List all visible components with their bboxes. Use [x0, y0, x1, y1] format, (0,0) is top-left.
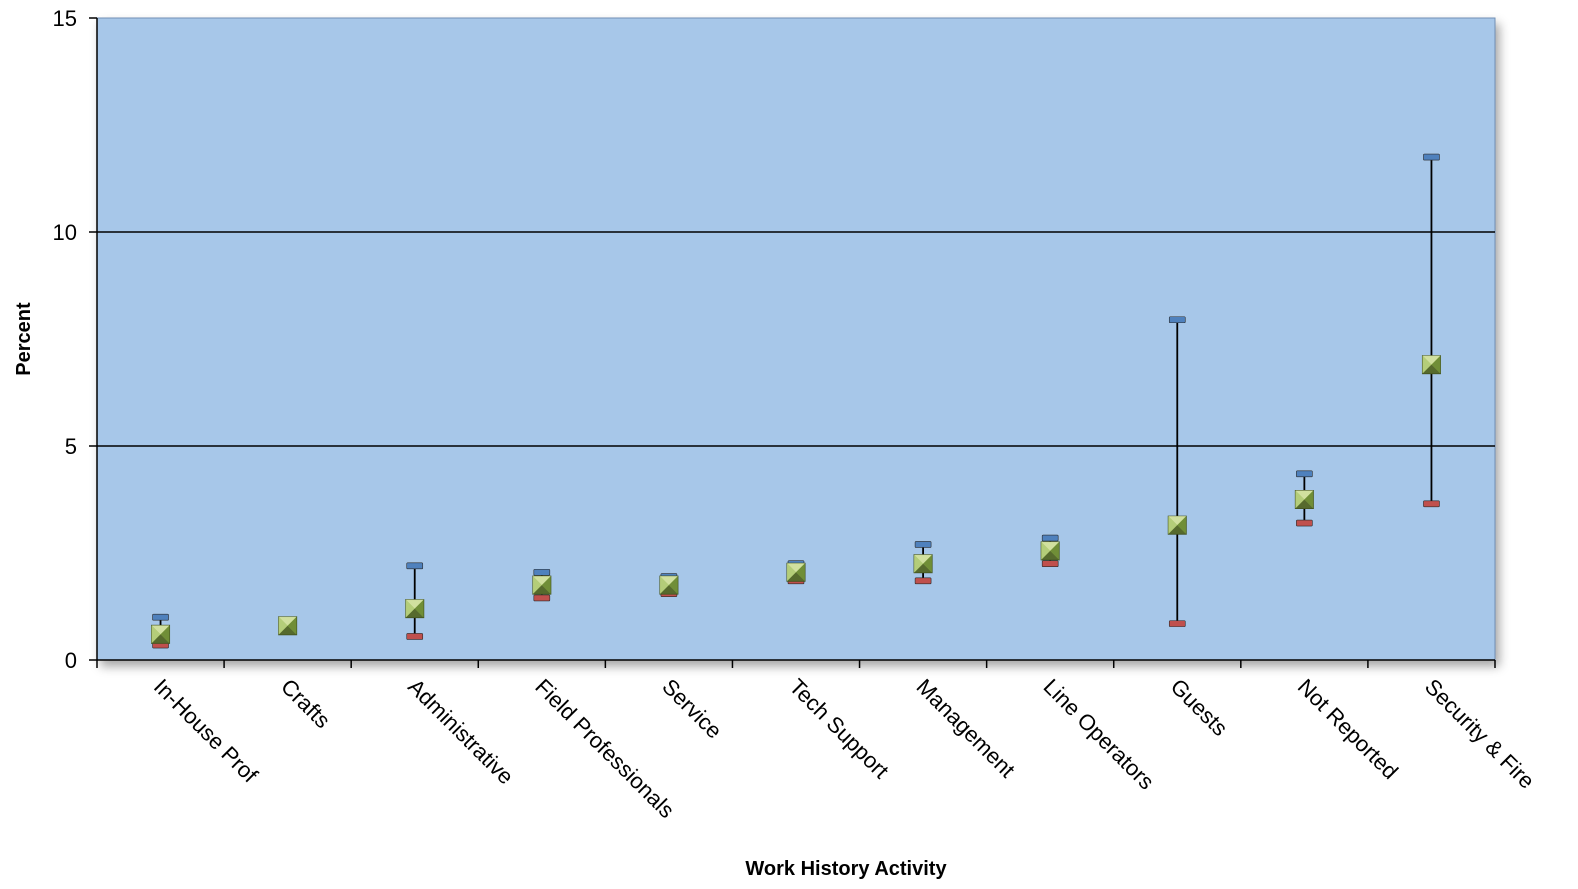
lower-point [406, 633, 424, 640]
markers [151, 153, 1441, 649]
plot-area [96, 17, 1496, 661]
lower-point [1168, 620, 1186, 627]
upper-point [152, 613, 169, 621]
x-tick-label: Guests [1166, 674, 1233, 741]
y-tick-label: 5 [65, 434, 77, 459]
center-point [1040, 541, 1060, 561]
x-tick-label: Administrative [403, 674, 518, 789]
center-point [532, 575, 552, 595]
upper-point [1296, 470, 1313, 478]
lower-point [1041, 560, 1059, 568]
upper-point [406, 562, 424, 570]
x-tick-label: Not Reported [1293, 674, 1403, 784]
y-tick-label: 15 [53, 6, 77, 31]
x-tick-label: Tech Support [784, 674, 893, 783]
center-point [659, 575, 679, 595]
y-axis-title: Percent [13, 302, 35, 376]
center-point [1421, 355, 1441, 375]
upper-point [1041, 534, 1059, 542]
upper-point [1168, 316, 1186, 324]
x-axis-title: Work History Activity [745, 858, 947, 880]
upper-point [1423, 153, 1440, 161]
lower-point [1296, 519, 1313, 527]
center-point [1167, 515, 1187, 535]
x-tick-label: Crafts [276, 674, 335, 733]
x-tick-labels: In-House Prof Crafts Administrative Field P… [149, 674, 1540, 823]
x-tick-label: Service [657, 674, 727, 744]
upper-point [914, 541, 932, 548]
x-tick-label: Field Professionals [530, 674, 679, 823]
center-point [786, 562, 806, 582]
lower-point [914, 577, 932, 585]
lower-point [533, 594, 551, 602]
center-point [1294, 490, 1314, 509]
grid-lines [97, 231, 1495, 447]
x-tick-label: Line Operators [1039, 674, 1160, 795]
center-point [913, 554, 933, 574]
y-tick-label: 0 [65, 648, 77, 673]
center-point [405, 599, 425, 619]
y-tick-labels: 0 5 10 15 [53, 6, 77, 673]
lower-point [1423, 500, 1440, 508]
axes [89, 17, 1496, 668]
x-tick-label: Security & Fire [1420, 674, 1540, 794]
y-tick-label: 10 [53, 220, 77, 245]
center-point [151, 624, 171, 644]
upper-point [533, 568, 551, 576]
x-tick-label: Management [912, 674, 1020, 782]
center-point [278, 616, 298, 636]
x-tick-label: In-House Prof [149, 674, 263, 788]
